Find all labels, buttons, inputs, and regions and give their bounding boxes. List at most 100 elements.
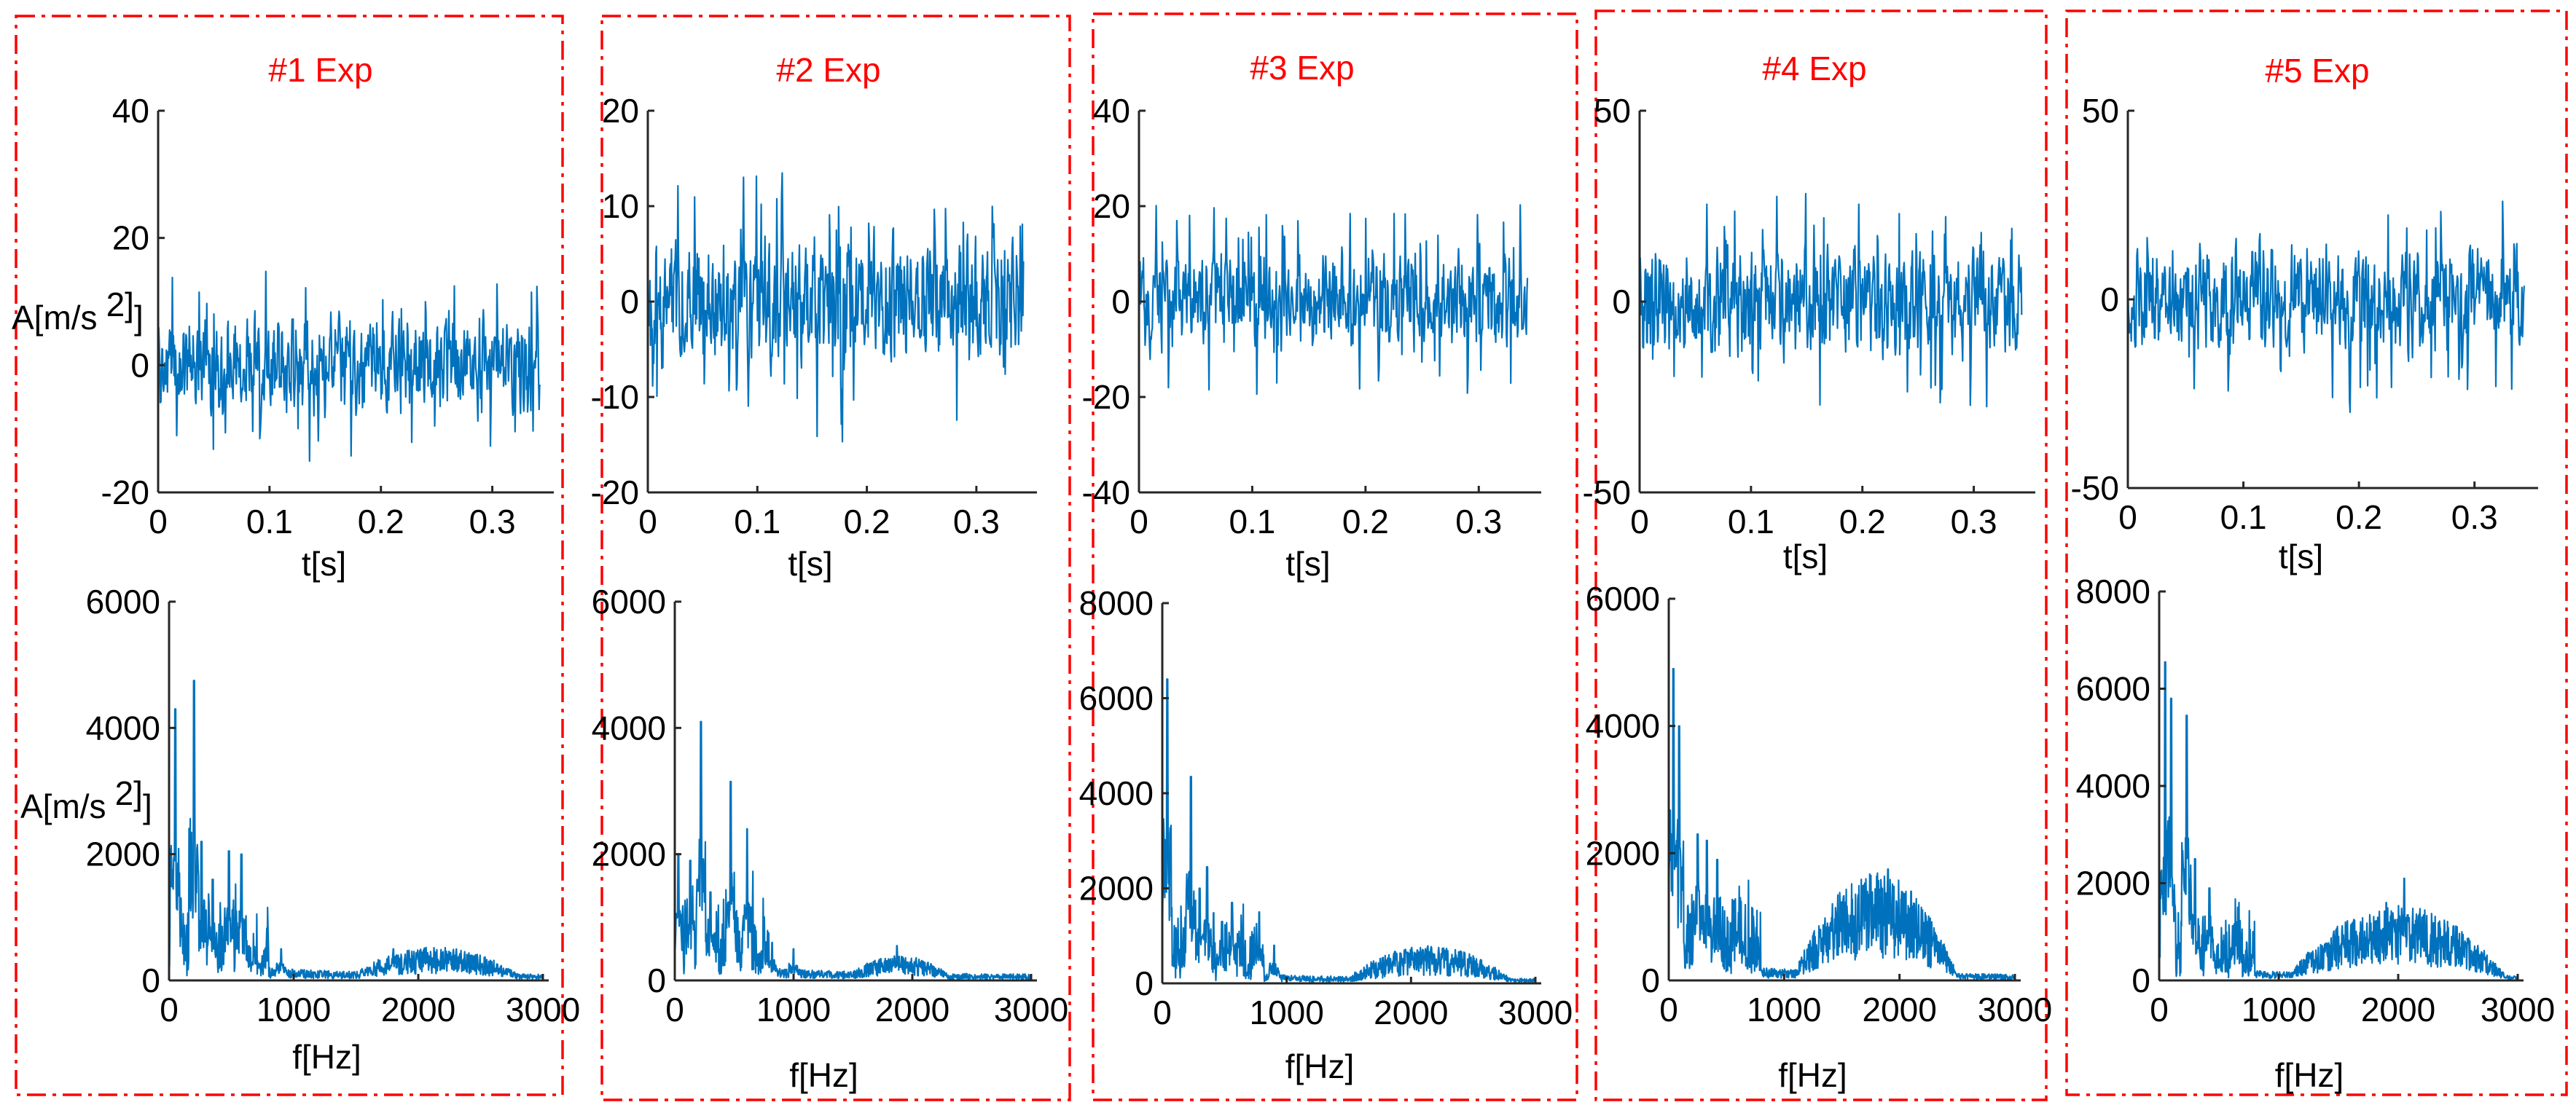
experiment-5-spectrum-x-tick-label: 1000 [2242, 991, 2316, 1029]
experiment-3-title: #3 Exp [1250, 49, 1354, 87]
experiment-1-time-y-tick-label: 20 [112, 219, 149, 257]
experiment-4-time-series [1638, 192, 2023, 408]
experiment-4-spectrum-x-tick-label: 3000 [1978, 991, 2052, 1029]
experiment-5-spectrum-y-tick-label: 6000 [2076, 670, 2150, 708]
experiment-1-spectrum-x-label: f[Hz] [292, 1038, 361, 1076]
experiment-4-time-y-tick-label: 50 [1594, 92, 1631, 130]
experiment-5-time-y-tick-label: 50 [2082, 92, 2119, 130]
experiment-5-time-x-label: t[s] [2279, 538, 2323, 575]
experiment-4-time-x-label: t[s] [1783, 538, 1828, 575]
experiment-1-spectrum-x-tick-label: 2000 [381, 991, 455, 1029]
experiment-1-spectrum-y-label: A[m/s 2]] [20, 774, 152, 825]
experiment-2-time-x-tick-label: 0.2 [844, 503, 890, 540]
experiment-1-spectrum-y-tick-label: 6000 [86, 583, 160, 621]
experiment-4-spectrum-y-tick-label: 2000 [1586, 834, 1660, 872]
experiment-2-spectrum-x-tick-label: 0 [665, 991, 684, 1029]
experiment-1-spectrum-x-tick-label: 1000 [257, 991, 331, 1029]
experiment-3-spectrum-y-tick-label: 6000 [1079, 680, 1154, 717]
experiment-3-time-x-label: t[s] [1285, 545, 1330, 583]
experiment-3-spectrum-x-tick-label: 2000 [1374, 994, 1448, 1031]
experiment-1-spectrum-y-tick-label: 0 [141, 961, 160, 999]
experiment-3-time-y-tick-label: 20 [1093, 187, 1130, 225]
experiment-3-frame [1092, 12, 1578, 1101]
experiment-2-time-series [646, 172, 1025, 443]
experiment-5-time-x-tick-label: 0.2 [2336, 498, 2382, 536]
experiment-1-spectrum-x-tick-label: 3000 [506, 991, 580, 1029]
experiment-3-spectrum-x-label: f[Hz] [1285, 1047, 1355, 1085]
experiment-4-spectrum-x-tick-label: 2000 [1862, 991, 1936, 1029]
experiment-3-time-y-tick-label: -20 [1082, 378, 1130, 416]
experiment-4-spectrum-y-tick-label: 6000 [1586, 580, 1660, 618]
experiment-1-spectrum-series [168, 680, 544, 980]
experiment-3-spectrum-x-tick-label: 0 [1153, 994, 1172, 1031]
experiment-2-spectrum-y-tick-label: 2000 [592, 835, 666, 873]
experiment-2-title: #2 Exp [776, 51, 880, 89]
experiment-5-time-x-tick-label: 0 [2118, 498, 2137, 536]
experiment-3-spectrum-y-tick-label: 0 [1135, 964, 1154, 1002]
experiment-2-spectrum-series [673, 720, 1033, 980]
experiment-1-frame [15, 15, 564, 1096]
experiment-2-time-y-tick-label: 10 [602, 187, 639, 225]
experiment-3-time-x-tick-label: 0.3 [1455, 503, 1502, 540]
experiment-1-time-x-tick-label: 0 [149, 503, 168, 540]
experiment-3-spectrum-series [1161, 678, 1536, 983]
experiment-1-spectrum-x-tick-label: 0 [160, 991, 179, 1029]
experiment-1-time-y-tick-label: 40 [112, 92, 149, 130]
experiment-2-time-x-label: t[s] [788, 545, 832, 583]
experiment-5-spectrum-y-tick-label: 4000 [2076, 767, 2150, 805]
experiment-2-spectrum-x-tick-label: 1000 [756, 991, 831, 1029]
experiment-2-time-x-tick-label: 0.3 [953, 503, 1000, 540]
experiment-2-spectrum-x-tick-label: 2000 [875, 991, 950, 1029]
experiment-2-spectrum-x-label: f[Hz] [789, 1056, 858, 1094]
experiment-4-spectrum-y-tick-label: 0 [1641, 961, 1660, 999]
experiment-1-title: #1 Exp [268, 51, 372, 89]
experiment-4-spectrum-x-tick-label: 1000 [1747, 991, 1821, 1029]
experiment-5-spectrum-y-tick-label: 2000 [2076, 865, 2150, 902]
experiment-2-time-x-tick-label: 0 [638, 503, 657, 540]
experiment-5-title: #5 Exp [2265, 52, 2369, 90]
experiment-3-time-y-tick-label: 0 [1111, 283, 1130, 320]
experiment-5-spectrum-series [2158, 661, 2519, 980]
experiment-5-frame [2065, 9, 2568, 1096]
experiment-2-time-x-tick-label: 0.1 [734, 503, 780, 540]
experiment-4-spectrum-x-label: f[Hz] [1778, 1056, 1847, 1094]
experiment-5-spectrum-x-tick-label: 2000 [2361, 991, 2435, 1029]
experiment-2-time-y-tick-label: -20 [591, 473, 639, 511]
experiment-4-frame [1594, 9, 2048, 1101]
experiment-3-time-x-tick-label: 0.1 [1229, 503, 1275, 540]
experiment-1-time-x-tick-label: 0.1 [246, 503, 293, 540]
experiment-5-time-series [2126, 200, 2525, 414]
experiment-2-time-y-tick-label: 0 [620, 283, 639, 320]
experiment-1-spectrum-y-tick-label: 2000 [86, 835, 160, 873]
experiment-5-spectrum-x-tick-label: 3000 [2481, 991, 2555, 1029]
experiment-5-spectrum-x-label: f[Hz] [2275, 1056, 2344, 1094]
experiment-1-time-x-tick-label: 0.2 [358, 503, 404, 540]
experiment-3-spectrum-y-tick-label: 8000 [1079, 584, 1154, 622]
experiment-1-time-x-label: t[s] [302, 545, 346, 583]
experiment-5-time-y-tick-label: -50 [2071, 469, 2119, 507]
experiment-2-time-y-tick-label: -10 [591, 378, 639, 416]
experiment-4-time-x-tick-label: 0 [1630, 503, 1649, 540]
experiment-2-spectrum-x-tick-label: 3000 [994, 991, 1068, 1029]
experiment-2-time-y-tick-label: 20 [602, 92, 639, 130]
experiment-1-time-x-tick-label: 0.3 [469, 503, 516, 540]
experiment-5-time-y-tick-label: 0 [2100, 280, 2119, 318]
experiment-2-spectrum-y-tick-label: 4000 [592, 709, 666, 747]
experiment-1-time-y-label: A[m/s 2]] [12, 286, 144, 337]
experiment-3-spectrum-y-tick-label: 2000 [1079, 870, 1154, 908]
experiment-4-spectrum-y-tick-label: 4000 [1586, 707, 1660, 745]
experiment-3-time-y-tick-label: -40 [1082, 473, 1130, 511]
experiment-2-spectrum-y-tick-label: 6000 [592, 583, 666, 621]
experiment-1-spectrum-y-tick-label: 4000 [86, 709, 160, 747]
experiment-4-time-x-tick-label: 0.2 [1839, 503, 1886, 540]
experiment-2-frame [600, 15, 1071, 1101]
experiment-3-time-x-tick-label: 0.2 [1342, 503, 1389, 540]
experiment-3-time-series [1138, 204, 1529, 396]
experiment-5-time-x-tick-label: 0.1 [2220, 498, 2267, 536]
experiment-5-time-x-tick-label: 0.3 [2451, 498, 2498, 536]
experiment-5-spectrum-x-tick-label: 0 [2150, 991, 2169, 1029]
experiment-4-time-x-tick-label: 0.1 [1728, 503, 1774, 540]
experiment-5-spectrum-y-tick-label: 0 [2131, 961, 2150, 999]
experiment-4-time-y-tick-label: -50 [1583, 473, 1631, 511]
